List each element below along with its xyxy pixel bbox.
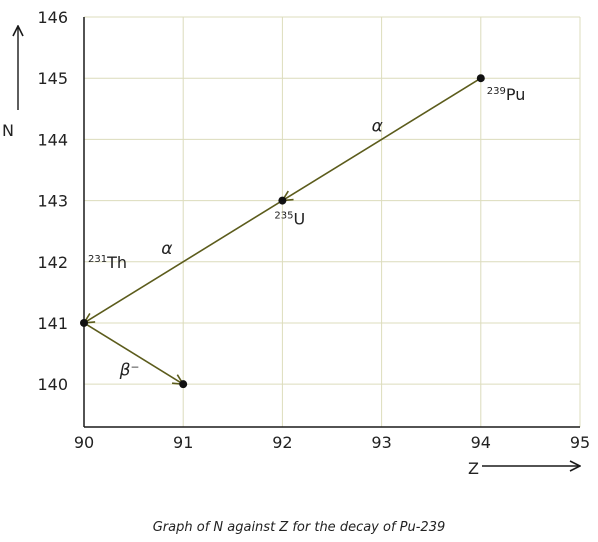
y-tick-label: 140 [37, 375, 68, 394]
x-tick-label: 91 [173, 433, 193, 452]
y-tick-label: 143 [37, 192, 68, 211]
y-tick-label: 145 [37, 69, 68, 88]
chart-caption: Graph of N against Z for the decay of Pu… [152, 520, 446, 535]
decay-arrow [282, 77, 482, 200]
y-tick-label: 141 [37, 314, 68, 333]
y-tick-label: 146 [37, 8, 68, 27]
x-tick-label: 95 [570, 433, 590, 452]
x-tick-label: 94 [471, 433, 491, 452]
y-tick-label: 144 [37, 130, 68, 149]
mass-number: 239 [487, 86, 506, 97]
data-point [476, 74, 485, 83]
data-point [179, 380, 188, 389]
nuclide-label: 231Th [88, 253, 127, 272]
data-point [80, 318, 88, 327]
element-symbol: Pu [506, 85, 526, 104]
x-tick-label: 93 [371, 433, 391, 452]
tick-labels: 90 91 92 93 94 95 140 141 142 143 144 145 146 [37, 8, 590, 452]
nuclide-label: 235U [274, 210, 305, 229]
decay-arrow [84, 199, 283, 323]
x-tick-label: 90 [74, 433, 94, 452]
decay-type-label: α [161, 239, 172, 259]
data-points [80, 74, 485, 389]
y-tick-label: 142 [37, 253, 68, 272]
x-axis-label: Z [468, 459, 479, 478]
decay-lines [83, 77, 482, 384]
grid-lines [84, 16, 581, 427]
x-tick-label: 92 [272, 433, 292, 452]
decay-type-label: β⁻ [119, 361, 140, 381]
element-symbol: U [293, 210, 305, 229]
nuclide-label: 239Pu [487, 85, 526, 104]
element-symbol: Th [106, 253, 127, 272]
decay-type-label: α [372, 116, 383, 136]
point-labels: α α β⁻ 239Pu 235U 231Th [88, 85, 525, 380]
data-point [278, 196, 287, 205]
axis-names: N Z [2, 121, 479, 478]
mass-number: 235 [274, 211, 293, 222]
decay-arrow [83, 322, 183, 384]
axes [18, 17, 580, 466]
mass-number: 231 [88, 254, 107, 265]
y-axis-label: N [2, 121, 14, 140]
